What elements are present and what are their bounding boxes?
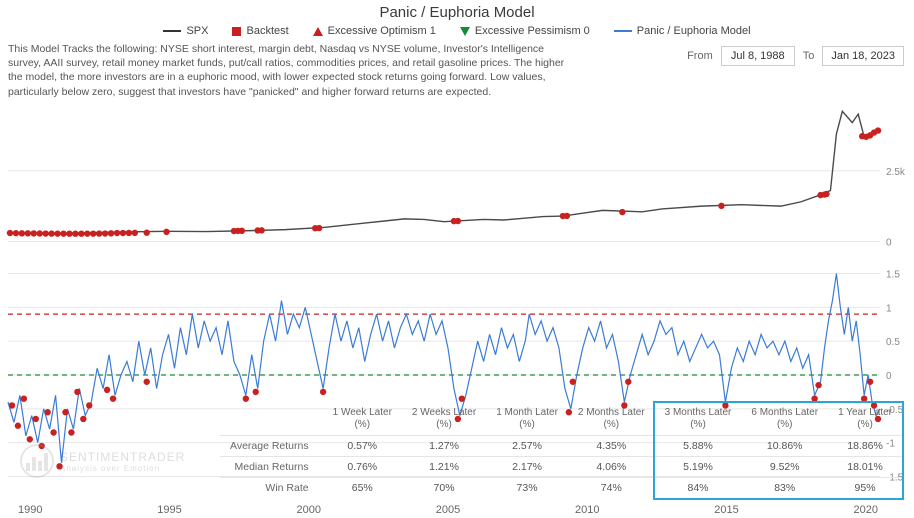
legend-spx-label: SPX — [186, 25, 208, 37]
svg-text:0.5: 0.5 — [886, 337, 900, 348]
chart-title: Panic / Euphoria Model — [0, 0, 914, 21]
col-header: 3 Months Later(%) — [655, 403, 742, 436]
row-label: Win Rate — [220, 478, 323, 499]
legend-backtest-label: Backtest — [246, 25, 288, 37]
svg-text:2.5k: 2.5k — [886, 167, 906, 178]
x-tick: 2015 — [714, 504, 738, 516]
watermark-icon — [20, 444, 54, 478]
cell: 0.57% — [323, 436, 402, 457]
legend-model: Panic / Euphoria Model — [614, 25, 751, 37]
watermark-brand: SENTIMENTRADER — [60, 450, 185, 464]
x-tick: 2000 — [297, 504, 321, 516]
legend-pessimism-label: Excessive Pessimism 0 — [475, 25, 590, 37]
svg-text:0: 0 — [886, 238, 892, 249]
x-tick: 2005 — [436, 504, 460, 516]
col-header: 2 Months Later(%) — [568, 403, 655, 436]
date-range: From Jul 8, 1988 To Jan 18, 2023 — [687, 46, 904, 66]
x-tick: 2020 — [854, 504, 878, 516]
cell: 5.19% — [655, 457, 742, 478]
legend-spx: SPX — [163, 25, 208, 37]
chart-area: 2.5k01.510.50-0.5-1-1.5 SENTIMENTRADER A… — [0, 80, 914, 518]
cell: 4.06% — [568, 457, 655, 478]
legend-pessimism: Excessive Pessimism 0 — [460, 25, 590, 37]
cell: 5.88% — [655, 436, 742, 457]
col-header: 1 Year Later(%) — [828, 403, 902, 436]
svg-text:1: 1 — [886, 303, 892, 314]
row-label: Median Returns — [220, 457, 323, 478]
col-header: 1 Month Later(%) — [486, 403, 568, 436]
cell: 1.21% — [402, 457, 486, 478]
from-label: From — [687, 50, 713, 62]
cell: 10.86% — [741, 436, 828, 457]
cell: 9.52% — [741, 457, 828, 478]
cell: 74% — [568, 478, 655, 499]
from-date-input[interactable]: Jul 8, 1988 — [721, 46, 795, 66]
legend-model-label: Panic / Euphoria Model — [637, 25, 751, 37]
legend-backtest: Backtest — [232, 25, 288, 37]
watermark-tagline: Analysis over Emotion — [60, 464, 185, 473]
x-axis-labels: 1990 1995 2000 2005 2010 2015 2020 — [18, 504, 878, 516]
row-label: Average Returns — [220, 436, 323, 457]
cell: 2.17% — [486, 457, 568, 478]
cell: 2.57% — [486, 436, 568, 457]
col-header: 6 Months Later(%) — [741, 403, 828, 436]
cell: 1.27% — [402, 436, 486, 457]
svg-text:1.5: 1.5 — [886, 270, 900, 281]
legend: SPX Backtest Excessive Optimism 1 Excess… — [0, 21, 914, 39]
cell: 70% — [402, 478, 486, 499]
col-header: 1 Week Later(%) — [323, 403, 402, 436]
to-label: To — [803, 50, 815, 62]
returns-table: 1 Week Later(%)2 Weeks Later(%)1 Month L… — [220, 403, 902, 498]
legend-optimism: Excessive Optimism 1 — [313, 25, 436, 37]
to-date-input[interactable]: Jan 18, 2023 — [822, 46, 904, 66]
col-header: 2 Weeks Later(%) — [402, 403, 486, 436]
x-tick: 1995 — [157, 504, 181, 516]
cell: 18.01% — [828, 457, 902, 478]
cell: 4.35% — [568, 436, 655, 457]
watermark: SENTIMENTRADER Analysis over Emotion — [20, 444, 185, 478]
cell: 18.86% — [828, 436, 902, 457]
legend-optimism-label: Excessive Optimism 1 — [328, 25, 436, 37]
x-tick: 1990 — [18, 504, 42, 516]
cell: 84% — [655, 478, 742, 499]
cell: 0.76% — [323, 457, 402, 478]
cell: 73% — [486, 478, 568, 499]
cell: 83% — [741, 478, 828, 499]
cell: 95% — [828, 478, 902, 499]
svg-text:0: 0 — [886, 371, 892, 382]
x-tick: 2010 — [575, 504, 599, 516]
cell: 65% — [323, 478, 402, 499]
